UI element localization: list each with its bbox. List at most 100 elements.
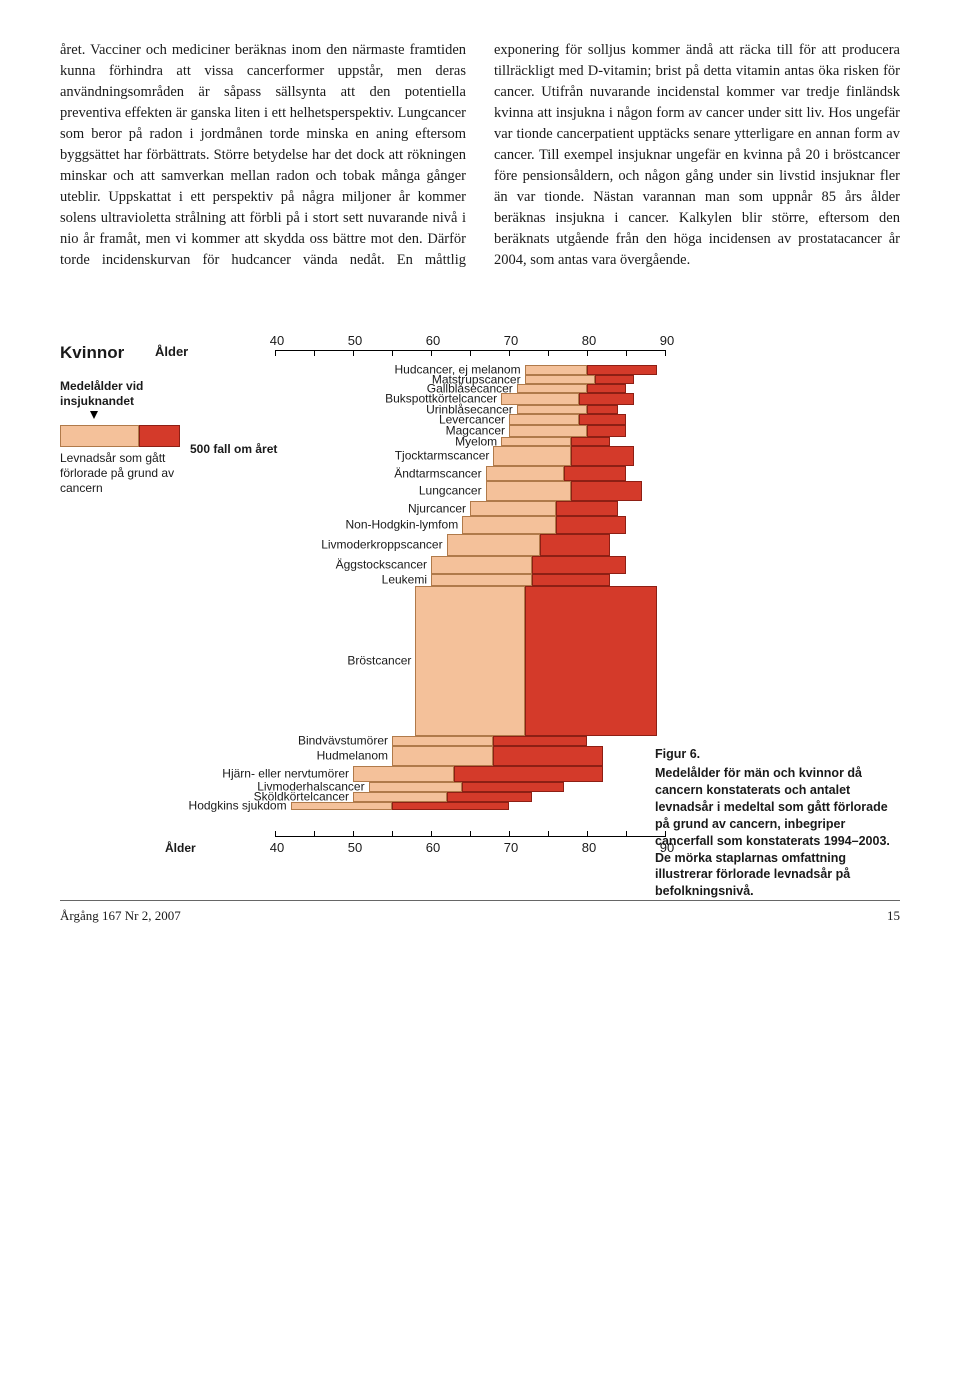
footer-issue: Årgång 167 Nr 2, 2007 [60,907,181,926]
body-text: året. Vacciner och mediciner beräknas in… [60,40,900,271]
figure-6-chart: Kvinnor Ålder Medelålder vid insjuknande… [60,331,900,870]
bar-peach [486,481,572,501]
figure-caption: Figur 6. Medelålder för män och kvinnor … [655,746,905,900]
bar-red [564,466,626,481]
bar-red [587,384,626,393]
axis-tick [275,350,276,356]
axis-tick [548,350,549,356]
axis-tick [353,831,354,837]
bar-red [392,802,509,810]
bar-peach [431,556,532,574]
bar-label: Non-Hodgkin-lymfom [345,516,458,533]
bar-peach [447,534,541,556]
bar-peach [509,425,587,437]
bar-red [587,425,626,437]
bar-row: Tjocktarmscancer [60,446,900,466]
axis-tick [470,350,471,356]
bar-label: Hodgkins sjukdom [189,797,287,814]
bar-row: Bindvävstumörer [60,736,900,746]
bar-red [571,446,633,466]
footer-page-number: 15 [887,907,900,926]
bar-red [556,516,626,534]
bar-red [447,792,533,802]
axis-tick [431,831,432,837]
bar-peach [369,782,463,792]
bar-peach [470,501,556,516]
axis-tick [587,831,588,837]
axis-tick [665,350,666,356]
bar-peach [517,384,587,393]
axis-tick [275,831,276,837]
bar-label: Njurcancer [408,500,466,517]
bar-red [493,746,602,766]
bar-red [532,556,626,574]
bar-row: Myelom [60,437,900,446]
bar-red [571,481,641,501]
bar-peach [509,414,579,425]
figure-caption-text: Medelålder för män och kvinnor då cancer… [655,766,890,898]
bar-red [493,736,587,746]
bar-label: Hudmelanom [317,747,388,764]
axis-label-bottom: Ålder [165,840,196,857]
text-right: kommer ändå att räcka till för att produ… [494,42,900,268]
bar-peach [291,802,392,810]
bar-red [556,501,618,516]
bar-peach [392,746,493,766]
axis-top [275,335,665,351]
bar-row: Leukemi [60,574,900,586]
bar-row: Bröstcancer [60,586,900,736]
bar-peach [462,516,556,534]
axis-bottom [275,836,665,852]
bar-peach [525,375,595,384]
axis-tick [392,350,393,356]
axis-tick [587,350,588,356]
bar-label: Lungcancer [419,482,482,499]
bar-peach [501,393,579,405]
bars-container: Hudcancer, ej melanomMatstrupscancerGall… [60,365,900,810]
figure-number: Figur 6. [655,746,905,763]
bar-red [587,405,618,414]
bar-red [462,782,563,792]
axis-tick [548,831,549,837]
bar-red [587,365,657,375]
bar-row: Non-Hodgkin-lymfom [60,516,900,534]
bar-peach [486,466,564,481]
chart-group-label: Kvinnor [60,341,124,366]
bar-peach [431,574,532,586]
bar-peach [353,766,454,782]
axis-tick [470,831,471,837]
bar-peach [493,446,571,466]
bar-peach [392,736,493,746]
axis-tick [509,350,510,356]
bar-row: Ändtarmscancer [60,466,900,481]
bar-red [525,586,658,736]
bar-label: Ändtarmscancer [394,465,481,482]
bar-red [595,375,634,384]
axis-tick [392,831,393,837]
bar-label: Livmoderkroppscancer [321,536,442,553]
bar-row: Äggstockscancer [60,556,900,574]
bar-peach [517,405,587,414]
axis-tick [314,831,315,837]
bar-row: Lungcancer [60,481,900,501]
bar-row: Njurcancer [60,501,900,516]
bar-red [579,414,626,425]
bar-peach [353,792,447,802]
axis-tick [314,350,315,356]
bar-row: Livmoderkroppscancer [60,534,900,556]
bar-peach [525,365,587,375]
axis-tick [626,350,627,356]
bar-red [579,393,634,405]
bar-red [540,534,610,556]
axis-tick [626,831,627,837]
axis-label-top: Ålder [155,343,188,362]
axis-tick [509,831,510,837]
bar-red [571,437,610,446]
axis-tick [353,350,354,356]
page-footer: Årgång 167 Nr 2, 2007 15 [60,900,900,926]
bar-peach [501,437,571,446]
bar-peach [415,586,524,736]
bar-label: Bröstcancer [347,652,411,669]
bar-label: Tjocktarmscancer [395,447,490,464]
bar-red [532,574,610,586]
